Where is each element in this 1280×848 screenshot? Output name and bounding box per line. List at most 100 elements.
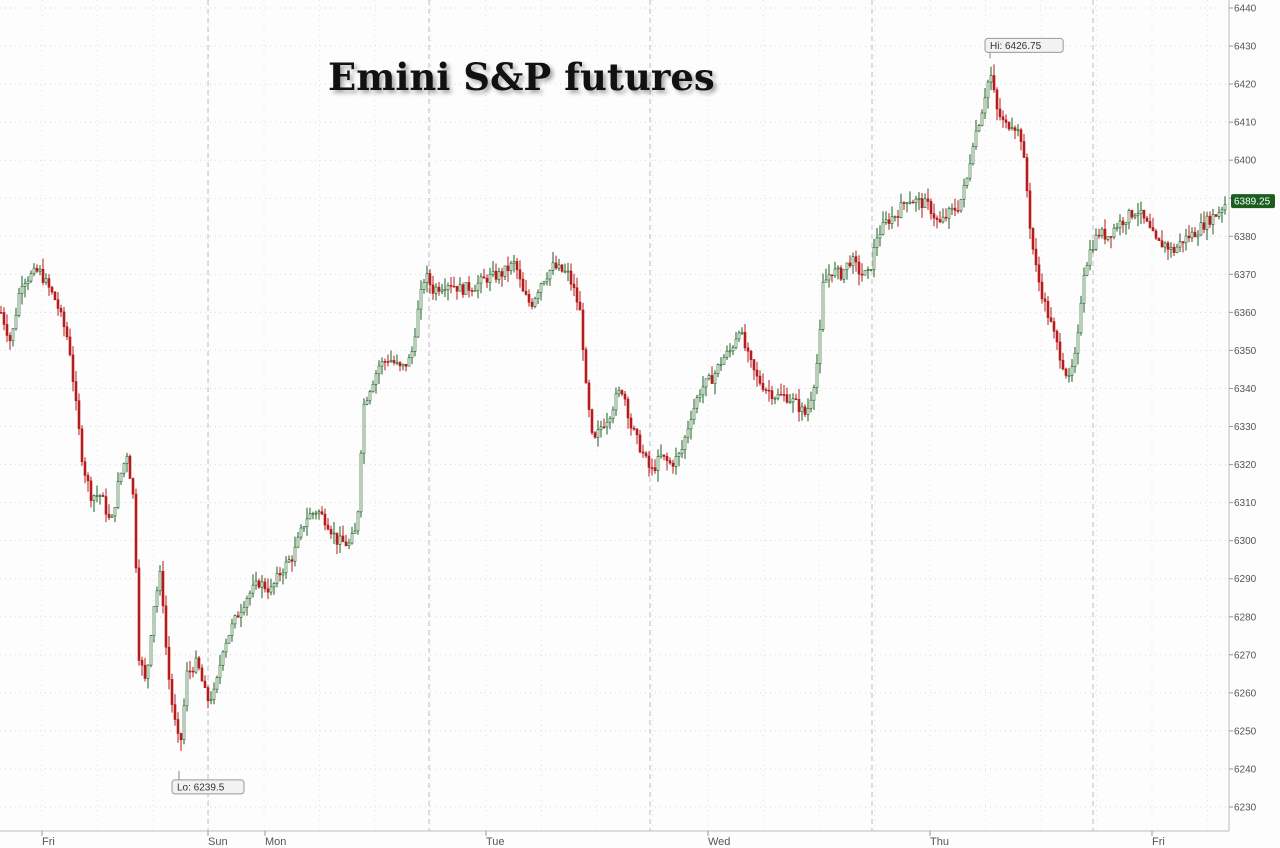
y-tick-label: 6350 — [1234, 346, 1257, 357]
candle-up — [542, 281, 546, 285]
candle-up — [1070, 366, 1074, 376]
y-tick-label: 6290 — [1234, 574, 1257, 585]
candle-up — [704, 378, 708, 388]
candle-up — [1190, 231, 1194, 239]
candle-down — [626, 398, 630, 419]
candle-up — [314, 512, 318, 515]
candle-up — [734, 338, 738, 349]
candle-up — [287, 559, 291, 563]
candle-up — [674, 456, 678, 467]
candle-up — [224, 642, 228, 653]
candle-down — [1001, 116, 1005, 121]
candle-down — [896, 216, 900, 218]
candle-down — [755, 369, 759, 377]
x-tick-label: Sun — [208, 836, 228, 848]
candle-up — [713, 373, 717, 384]
candle-down — [188, 670, 192, 673]
candle-down — [437, 286, 441, 292]
hi-label: Hi: 6426.75 — [990, 41, 1042, 52]
candle-up — [149, 635, 153, 666]
candle-down — [80, 428, 84, 463]
candle-up — [353, 530, 357, 534]
candle-up — [38, 268, 42, 272]
y-tick-label: 6280 — [1234, 612, 1257, 623]
candle-down — [944, 216, 948, 219]
candle-down — [1028, 190, 1032, 229]
candle-up — [425, 273, 429, 283]
candle-down — [470, 290, 474, 292]
candle-up — [965, 177, 969, 186]
candle-down — [623, 393, 627, 400]
candle-up — [251, 584, 255, 594]
candle-up — [800, 406, 804, 412]
candle-up — [185, 670, 189, 707]
candle-down — [1034, 248, 1038, 266]
candle-up — [254, 580, 258, 586]
candle-up — [272, 583, 276, 588]
candle-down — [1142, 209, 1146, 219]
candle-down — [1052, 321, 1056, 332]
candle-up — [677, 452, 681, 457]
candle-up — [947, 208, 951, 219]
y-tick-label: 6300 — [1234, 536, 1257, 547]
candle-up — [533, 298, 537, 307]
candle-up — [1133, 214, 1137, 218]
candle-up — [809, 399, 813, 409]
candle-up — [275, 573, 279, 584]
candle-up — [1124, 222, 1128, 226]
candle-up — [872, 247, 876, 270]
candle-up — [659, 454, 663, 457]
candle-down — [650, 467, 654, 469]
candle-down — [236, 615, 240, 618]
candle-up — [368, 391, 372, 402]
candle-up — [194, 657, 198, 673]
candle-down — [1025, 157, 1029, 192]
candle-down — [428, 273, 432, 286]
candle-down — [764, 389, 768, 391]
candle-up — [815, 363, 819, 388]
candle-up — [380, 361, 384, 367]
candle-up — [17, 293, 21, 316]
candle-down — [743, 332, 747, 349]
candle-down — [266, 588, 270, 593]
candle-up — [1010, 127, 1014, 130]
candle-up — [443, 289, 447, 291]
candle-down — [554, 262, 558, 269]
candle-down — [50, 286, 54, 293]
candle-up — [401, 363, 405, 367]
candle-down — [632, 427, 636, 430]
candle-up — [308, 513, 312, 520]
candle-down — [455, 285, 459, 292]
candle-up — [737, 332, 741, 340]
candle-down — [710, 375, 714, 384]
candle-down — [584, 349, 588, 384]
candle-down — [341, 535, 345, 543]
candle-down — [797, 399, 801, 412]
candle-up — [1169, 246, 1173, 250]
y-tick-label: 6250 — [1234, 726, 1257, 737]
candle-up — [356, 511, 360, 532]
candle-up — [296, 536, 300, 548]
candle-down — [104, 496, 108, 515]
candle-up — [1118, 220, 1122, 229]
candle-down — [782, 394, 786, 396]
candle-down — [746, 347, 750, 352]
candle-down — [911, 201, 915, 204]
candle-down — [1058, 341, 1062, 361]
candle-down — [140, 660, 144, 666]
candle-up — [836, 267, 840, 270]
candle-up — [986, 81, 990, 99]
candle-down — [587, 382, 591, 410]
y-tick-label: 6330 — [1234, 422, 1257, 433]
candle-down — [515, 261, 519, 271]
candle-down — [500, 271, 504, 277]
candle-down — [5, 324, 9, 336]
candle-down — [134, 493, 138, 569]
candle-up — [230, 623, 234, 636]
candle-down — [929, 201, 933, 215]
candle-up — [1067, 375, 1071, 377]
candle-up — [884, 219, 888, 223]
candle-up — [302, 526, 306, 529]
candle-up — [908, 201, 912, 204]
candle-up — [686, 428, 690, 438]
